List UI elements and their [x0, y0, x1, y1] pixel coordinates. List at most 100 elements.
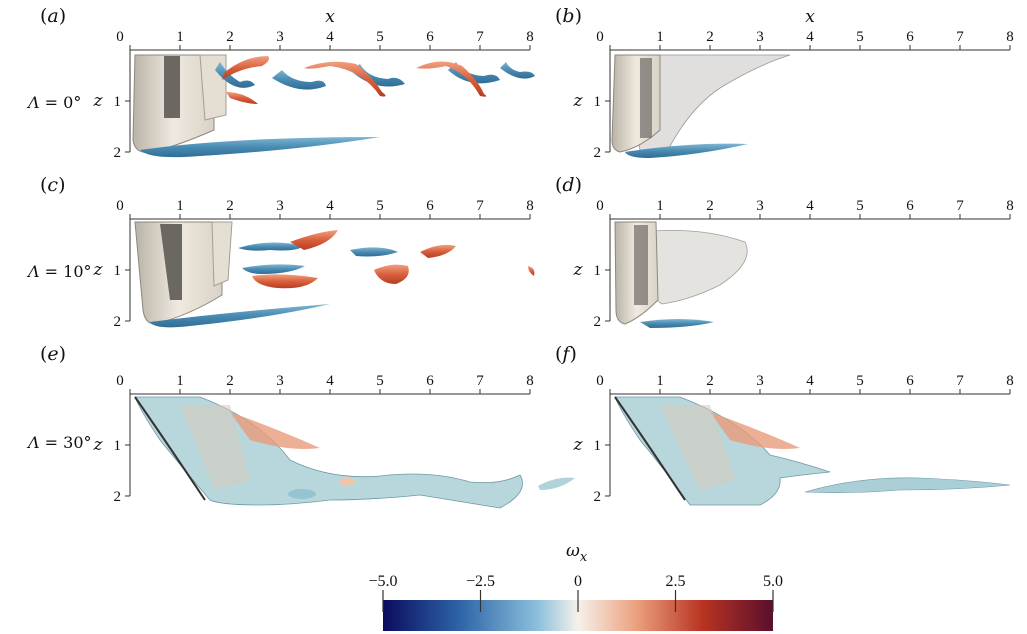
x-tick-label: 8: [1006, 373, 1014, 389]
x-tick-label: 7: [476, 373, 484, 389]
x-tick-label: 5: [856, 373, 864, 389]
panel-c-blue-tube-3: [350, 247, 398, 257]
svg-text:Λ = 30°: Λ = 30°: [26, 433, 92, 452]
colorbar-title: ωx: [566, 541, 588, 565]
x-tick-label: 8: [526, 29, 534, 45]
z-tick-label: 1: [594, 94, 602, 110]
colorbar-ticks: −5.0 −2.5 0 2.5 5.0: [368, 573, 783, 612]
z-axis-title: z: [573, 91, 584, 111]
x-tick-label: 3: [756, 29, 764, 45]
panel-a-label: (a): [40, 5, 66, 27]
x-tick-label: 5: [856, 198, 864, 214]
x-tick-label: 6: [906, 373, 914, 389]
panel-e-red-sheet: [230, 412, 320, 449]
panel-a-red-ring-3: [416, 61, 487, 97]
panel-c-blue-tube-2: [242, 264, 305, 274]
x-tick-label: 3: [756, 198, 764, 214]
panel-d-isosurfaces: [614, 221, 748, 328]
x-tick-label: 4: [806, 29, 814, 45]
panel-f-axes: 0 1 2 3 4 5 6 7 8 1 2 z: [573, 373, 1014, 505]
panel-a-blue-ring-1: [215, 62, 255, 88]
row-label-1: Λ = 10°: [26, 262, 92, 281]
panel-c-red-dot: [528, 266, 535, 276]
svg-text:(a): (a): [40, 5, 66, 27]
x-tick-label: 2: [226, 373, 234, 389]
x-tick-label: 1: [656, 198, 664, 214]
panel-a-blue-ring-2: [272, 70, 326, 90]
z-tick-label: 2: [114, 489, 122, 505]
panel-e-body-edge: [134, 396, 206, 501]
x-tick-label: 2: [226, 198, 234, 214]
z-tick-label: 2: [594, 489, 602, 505]
x-tick-label: 5: [376, 198, 384, 214]
x-tick-label: 0: [596, 29, 604, 45]
x-tick-label: 2: [706, 29, 714, 45]
z-axis-title: z: [573, 260, 584, 280]
panel-a-blue-sheet: [140, 137, 380, 158]
x-tick-label: 8: [1006, 198, 1014, 214]
z-axis-title: z: [93, 91, 104, 111]
panel-a-isosurfaces: [132, 54, 535, 158]
panel-c-label: (c): [40, 174, 66, 196]
panel-c-shadow: [160, 224, 182, 300]
x-tick-label: 3: [276, 29, 284, 45]
panel-f-red-sheet: [710, 412, 800, 449]
x-tick-label: 4: [326, 29, 334, 45]
svg-text:Λ = 10°: Λ = 10°: [26, 262, 92, 281]
colorbar-tick-label: 2.5: [666, 573, 686, 590]
x-tick-label: 4: [326, 198, 334, 214]
panel-a-blue-ring-3: [350, 64, 405, 87]
x-tick-label: 3: [276, 373, 284, 389]
panel-e-label: (e): [40, 343, 66, 365]
colorbar-tick-label: −5.0: [368, 573, 397, 590]
x-tick-label: 5: [376, 29, 384, 45]
z-tick-label: 2: [594, 145, 602, 161]
x-tick-label: 6: [426, 198, 434, 214]
z-tick-label: 1: [594, 438, 602, 454]
panel-a-blue-ring-5: [500, 62, 535, 79]
x-tick-label: 5: [856, 29, 864, 45]
panel-d-label: (d): [555, 174, 582, 196]
panel-c-red-tube-2: [290, 230, 338, 250]
panel-a-body-side: [199, 54, 227, 121]
x-tick-label: 0: [116, 29, 124, 45]
x-tick-label: 7: [956, 373, 964, 389]
x-tick-label: 1: [656, 29, 664, 45]
panel-c-body-side: [211, 221, 233, 287]
panel-f-isosurfaces: [614, 396, 1011, 506]
panel-a-axes: 0 1 2 3 4 5 6 7 8 1 2 z x: [93, 7, 534, 161]
panel-a-red-blob: [226, 92, 258, 104]
svg-text:(b): (b): [555, 5, 582, 27]
z-tick-label: 1: [114, 94, 122, 110]
z-tick-label: 1: [114, 263, 122, 279]
colorbar: ωx −5.0 −2.5 0 2.5 5.0: [368, 541, 783, 631]
panel-f-body-edge: [614, 396, 686, 501]
x-tick-label: 3: [756, 373, 764, 389]
x-tick-label: 2: [706, 373, 714, 389]
svg-text:(f): (f): [555, 343, 577, 365]
panel-a-red-ring-1: [222, 56, 270, 80]
x-tick-label: 4: [806, 373, 814, 389]
x-tick-label: 0: [596, 373, 604, 389]
panel-d-shadow: [634, 225, 648, 305]
panel-b-wake-bubble: [619, 54, 791, 151]
x-tick-label: 2: [706, 198, 714, 214]
panel-e-blob-2: [339, 478, 355, 486]
z-axis-title: z: [93, 260, 104, 280]
colorbar-tick-label: −2.5: [466, 573, 495, 590]
panel-c-blue-sheet: [150, 304, 330, 328]
panel-b-axes: 0 1 2 3 4 5 6 7 8 1 2 z x: [573, 7, 1014, 161]
panel-f-inner: [660, 405, 735, 490]
panel-b-label: (b): [555, 5, 582, 27]
colorbar-tick-label: 0: [574, 573, 582, 590]
colorbar-tick-label: 5.0: [763, 573, 783, 590]
x-tick-label: 6: [906, 198, 914, 214]
panel-f-tail: [804, 477, 1011, 493]
svg-text:(e): (e): [40, 343, 66, 365]
x-tick-label: 1: [176, 373, 184, 389]
x-tick-label: 0: [116, 373, 124, 389]
panel-a-red-ring-2: [304, 61, 386, 97]
x-tick-label: 4: [806, 198, 814, 214]
x-tick-label: 8: [1006, 29, 1014, 45]
